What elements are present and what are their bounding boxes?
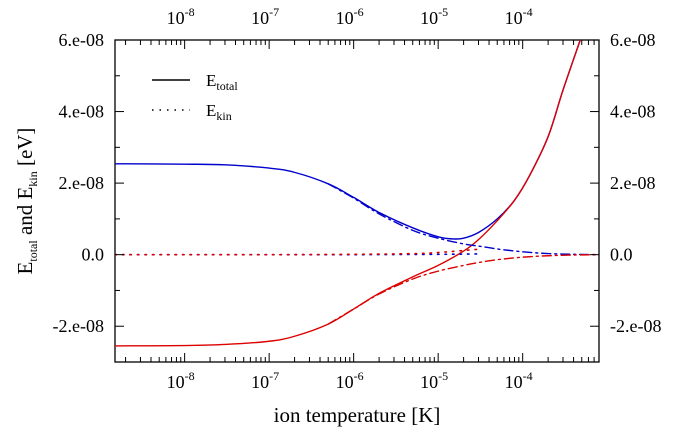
y-axis-title-part: E bbox=[13, 262, 37, 275]
series-line-3 bbox=[327, 253, 599, 325]
x-tick-label-top: 10-8 bbox=[167, 5, 195, 28]
labels-layer: 10-8 10-8 10-7 10-7 10-6 10-6 10-5 10-5 10-4 10-4… bbox=[53, 5, 662, 392]
y-tick-label-left: -2.e-08 bbox=[53, 316, 104, 336]
y-tick-label-right: 6.e-08 bbox=[610, 30, 655, 50]
series-line-1 bbox=[115, 40, 581, 347]
x-tick-label-top: 10-7 bbox=[251, 5, 279, 28]
x-tick-label-bottom: 10-6 bbox=[336, 369, 364, 392]
y-tick-label-left: 0.0 bbox=[82, 245, 105, 265]
plot-frame bbox=[114, 39, 600, 363]
y-tick-label-right: 2.e-08 bbox=[610, 173, 655, 193]
x-tick-label-bottom: 10-5 bbox=[420, 369, 448, 392]
y-axis-title-part: total bbox=[26, 240, 40, 262]
plot-border bbox=[114, 39, 600, 363]
legend-label-0: Etotal bbox=[206, 71, 238, 93]
legend-label-1: Ekin bbox=[206, 101, 232, 123]
series-line-2 bbox=[327, 183, 599, 256]
x-tick-label-top: 10-6 bbox=[336, 5, 364, 28]
y-axis-title-part: and E bbox=[13, 187, 37, 241]
y-axis-title-part: [eV] bbox=[13, 128, 37, 172]
y-axis-title: Etotal and Ekin [eV] bbox=[13, 128, 40, 275]
x-tick-label-bottom: 10-4 bbox=[505, 369, 533, 392]
series-line-4 bbox=[115, 253, 480, 256]
y-tick-label-left: 2.e-08 bbox=[59, 173, 104, 193]
y-tick-label-left: 6.e-08 bbox=[59, 30, 104, 50]
x-tick-label-top: 10-5 bbox=[420, 5, 448, 28]
x-tick-label-top: 10-4 bbox=[505, 5, 533, 28]
series-line-0 bbox=[115, 40, 581, 240]
y-tick-label-right: 0.0 bbox=[610, 245, 633, 265]
y-tick-label-right: 4.e-08 bbox=[610, 102, 655, 122]
y-axis-title-part: kin bbox=[26, 171, 40, 186]
x-tick-label-bottom: 10-8 bbox=[167, 369, 195, 392]
x-axis-title: ion temperature [K] bbox=[274, 403, 441, 427]
legend: Etotal Ekin bbox=[152, 71, 238, 123]
ticks-layer bbox=[115, 39, 600, 363]
series-layer bbox=[115, 40, 599, 347]
x-tick-label-bottom: 10-7 bbox=[251, 369, 279, 392]
series-line-5 bbox=[115, 248, 480, 256]
y-tick-label-right: -2.e-08 bbox=[610, 316, 661, 336]
y-tick-label-left: 4.e-08 bbox=[59, 102, 104, 122]
